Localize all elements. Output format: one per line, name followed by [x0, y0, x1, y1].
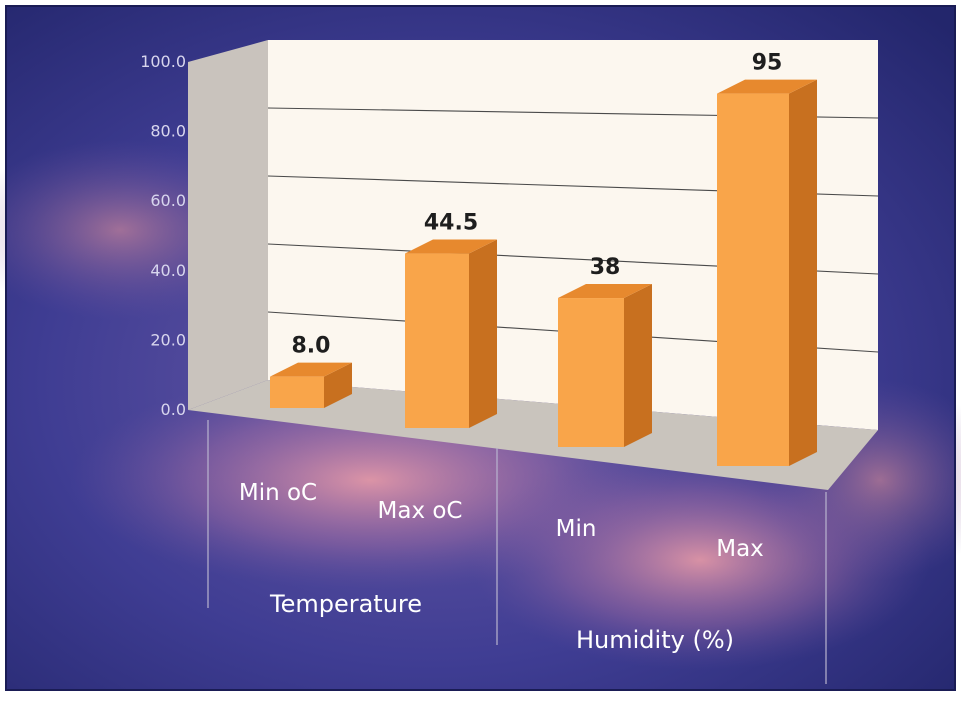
category-label: Max	[716, 536, 764, 562]
bar	[405, 239, 497, 428]
bar-side-face	[469, 239, 497, 428]
side-wall	[188, 40, 268, 410]
bar	[717, 79, 817, 466]
category-labels: Min oC Max oC Min Max	[239, 480, 764, 562]
group-label: Temperature	[269, 590, 422, 618]
bar-side-face	[789, 79, 817, 466]
bar	[270, 362, 352, 408]
bar-top-face	[558, 284, 652, 299]
data-label: 8.0	[292, 334, 331, 359]
y-tick-label: 80.0	[150, 122, 186, 141]
frame-border	[5, 5, 956, 691]
bar	[558, 284, 652, 447]
bar-front-face	[558, 298, 624, 447]
chart-floor	[188, 380, 878, 490]
y-tick-label: 0.0	[161, 400, 186, 419]
category-label: Min oC	[239, 480, 317, 506]
y-tick-label: 20.0	[150, 330, 186, 349]
group-label: Humidity (%)	[576, 626, 734, 654]
y-tick-label: 40.0	[150, 261, 186, 280]
y-tick-label: 100.0	[140, 52, 186, 71]
bar-top-face	[717, 79, 817, 94]
bar-side-face	[624, 284, 652, 447]
data-label: 44.5	[424, 211, 478, 236]
bar-front-face	[717, 93, 789, 466]
y-tick-label: 60.0	[150, 191, 186, 210]
data-label: 95	[752, 51, 783, 76]
y-axis: 0.0 20.0 40.0 60.0 80.0 100.0	[140, 52, 186, 419]
bar-top-face	[270, 362, 352, 377]
bar-front-face	[405, 253, 469, 428]
bar-front-face	[270, 376, 324, 408]
bar-side-face	[324, 362, 352, 408]
category-label: Min	[556, 516, 597, 542]
bar-top-face	[405, 239, 497, 254]
bars: 8.0 44.5 38 95	[270, 51, 817, 466]
category-label: Max oC	[378, 498, 463, 524]
group-labels: Temperature Humidity (%)	[269, 590, 734, 654]
data-label: 38	[590, 255, 621, 280]
